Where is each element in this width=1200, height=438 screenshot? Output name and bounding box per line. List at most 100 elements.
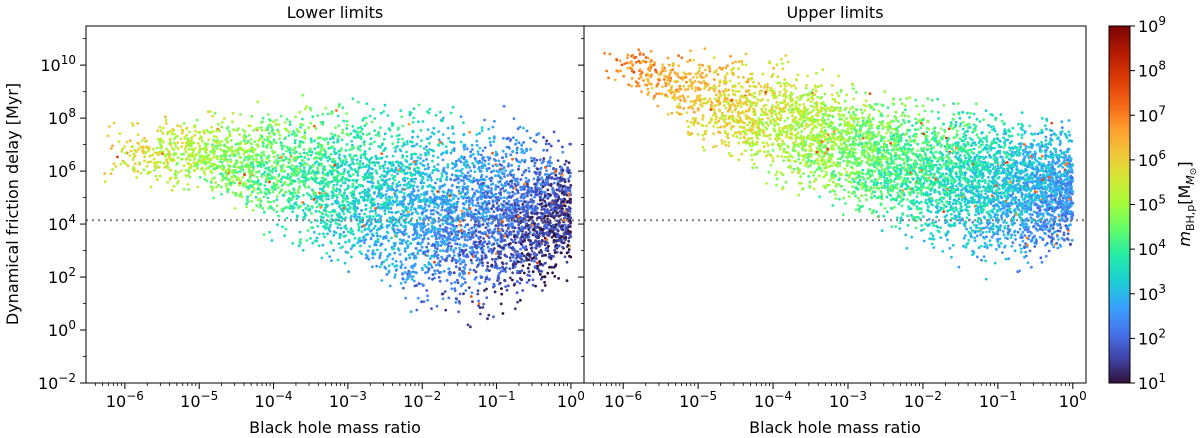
data-point (279, 156, 283, 159)
data-point (508, 195, 512, 199)
data-point (288, 158, 291, 161)
data-point (339, 160, 343, 164)
data-point (244, 182, 248, 186)
data-point (395, 210, 398, 214)
data-point (444, 226, 448, 230)
data-point (260, 154, 263, 158)
data-point (271, 167, 275, 171)
data-point (549, 205, 552, 209)
data-point (429, 201, 432, 205)
data-point (477, 204, 481, 208)
data-point (533, 259, 536, 263)
data-point (277, 130, 280, 134)
data-point (367, 257, 371, 261)
data-point (385, 224, 389, 228)
data-point (522, 206, 526, 210)
data-point (383, 209, 387, 213)
data-point (352, 129, 356, 133)
data-point (222, 165, 226, 169)
data-point (429, 212, 433, 216)
data-point (518, 240, 522, 243)
data-point (450, 259, 454, 263)
data-point (473, 170, 477, 174)
data-point (434, 240, 438, 244)
data-point (339, 184, 343, 188)
data-point (405, 140, 409, 143)
data-point (358, 163, 362, 167)
data-point (403, 229, 406, 233)
data-point (488, 140, 492, 144)
data-point (554, 223, 558, 227)
data-point (246, 200, 250, 204)
data-point (220, 125, 224, 129)
data-point (477, 299, 480, 303)
data-point (482, 302, 486, 306)
data-point (352, 200, 356, 203)
data-point (357, 183, 361, 187)
data-point (486, 192, 489, 195)
data-point (394, 189, 397, 193)
data-point (506, 284, 510, 288)
data-point (455, 278, 459, 282)
data-point (317, 143, 320, 147)
data-point (223, 154, 227, 158)
data-point (525, 129, 529, 133)
data-point (241, 147, 244, 151)
data-point (302, 176, 306, 180)
data-point (169, 129, 173, 133)
data-point (234, 143, 238, 146)
data-point (341, 131, 344, 135)
data-point (565, 260, 569, 264)
data-point (513, 307, 517, 311)
data-point (513, 238, 517, 241)
data-point (301, 123, 304, 127)
data-point (185, 133, 189, 137)
data-point (422, 181, 426, 185)
data-point (238, 156, 242, 159)
data-point (244, 156, 247, 159)
data-point (518, 125, 522, 129)
data-point (493, 217, 497, 220)
data-point (396, 184, 400, 188)
data-point (231, 171, 234, 175)
data-point (293, 151, 296, 155)
data-point (504, 208, 508, 212)
data-point (320, 176, 324, 180)
data-point (429, 263, 433, 267)
data-point (560, 238, 564, 242)
data-point (190, 136, 194, 140)
data-point (503, 244, 506, 248)
data-point (344, 163, 347, 166)
data-point (446, 254, 450, 258)
data-point (431, 159, 434, 163)
data-point (190, 147, 194, 151)
data-point (502, 104, 506, 108)
data-point (259, 165, 263, 169)
data-point (550, 176, 554, 179)
data-point (471, 236, 475, 239)
data-point (462, 260, 466, 264)
data-point (359, 156, 363, 160)
data-point (479, 178, 482, 182)
data-point (382, 110, 386, 113)
data-point (465, 244, 468, 248)
data-point (359, 144, 362, 148)
data-point (431, 277, 434, 281)
data-point (467, 271, 471, 275)
data-point (402, 205, 405, 209)
data-point (440, 172, 444, 175)
data-point (533, 265, 537, 268)
data-point (567, 161, 571, 165)
data-point (498, 271, 501, 275)
data-point (463, 225, 467, 229)
data-point (480, 201, 484, 205)
data-point (507, 162, 511, 166)
data-point (562, 241, 566, 245)
data-point (406, 177, 409, 180)
data-point (360, 127, 364, 131)
data-point (154, 166, 158, 170)
data-point (329, 240, 333, 244)
data-point (365, 222, 369, 225)
data-point (475, 246, 478, 250)
data-point (445, 257, 448, 260)
